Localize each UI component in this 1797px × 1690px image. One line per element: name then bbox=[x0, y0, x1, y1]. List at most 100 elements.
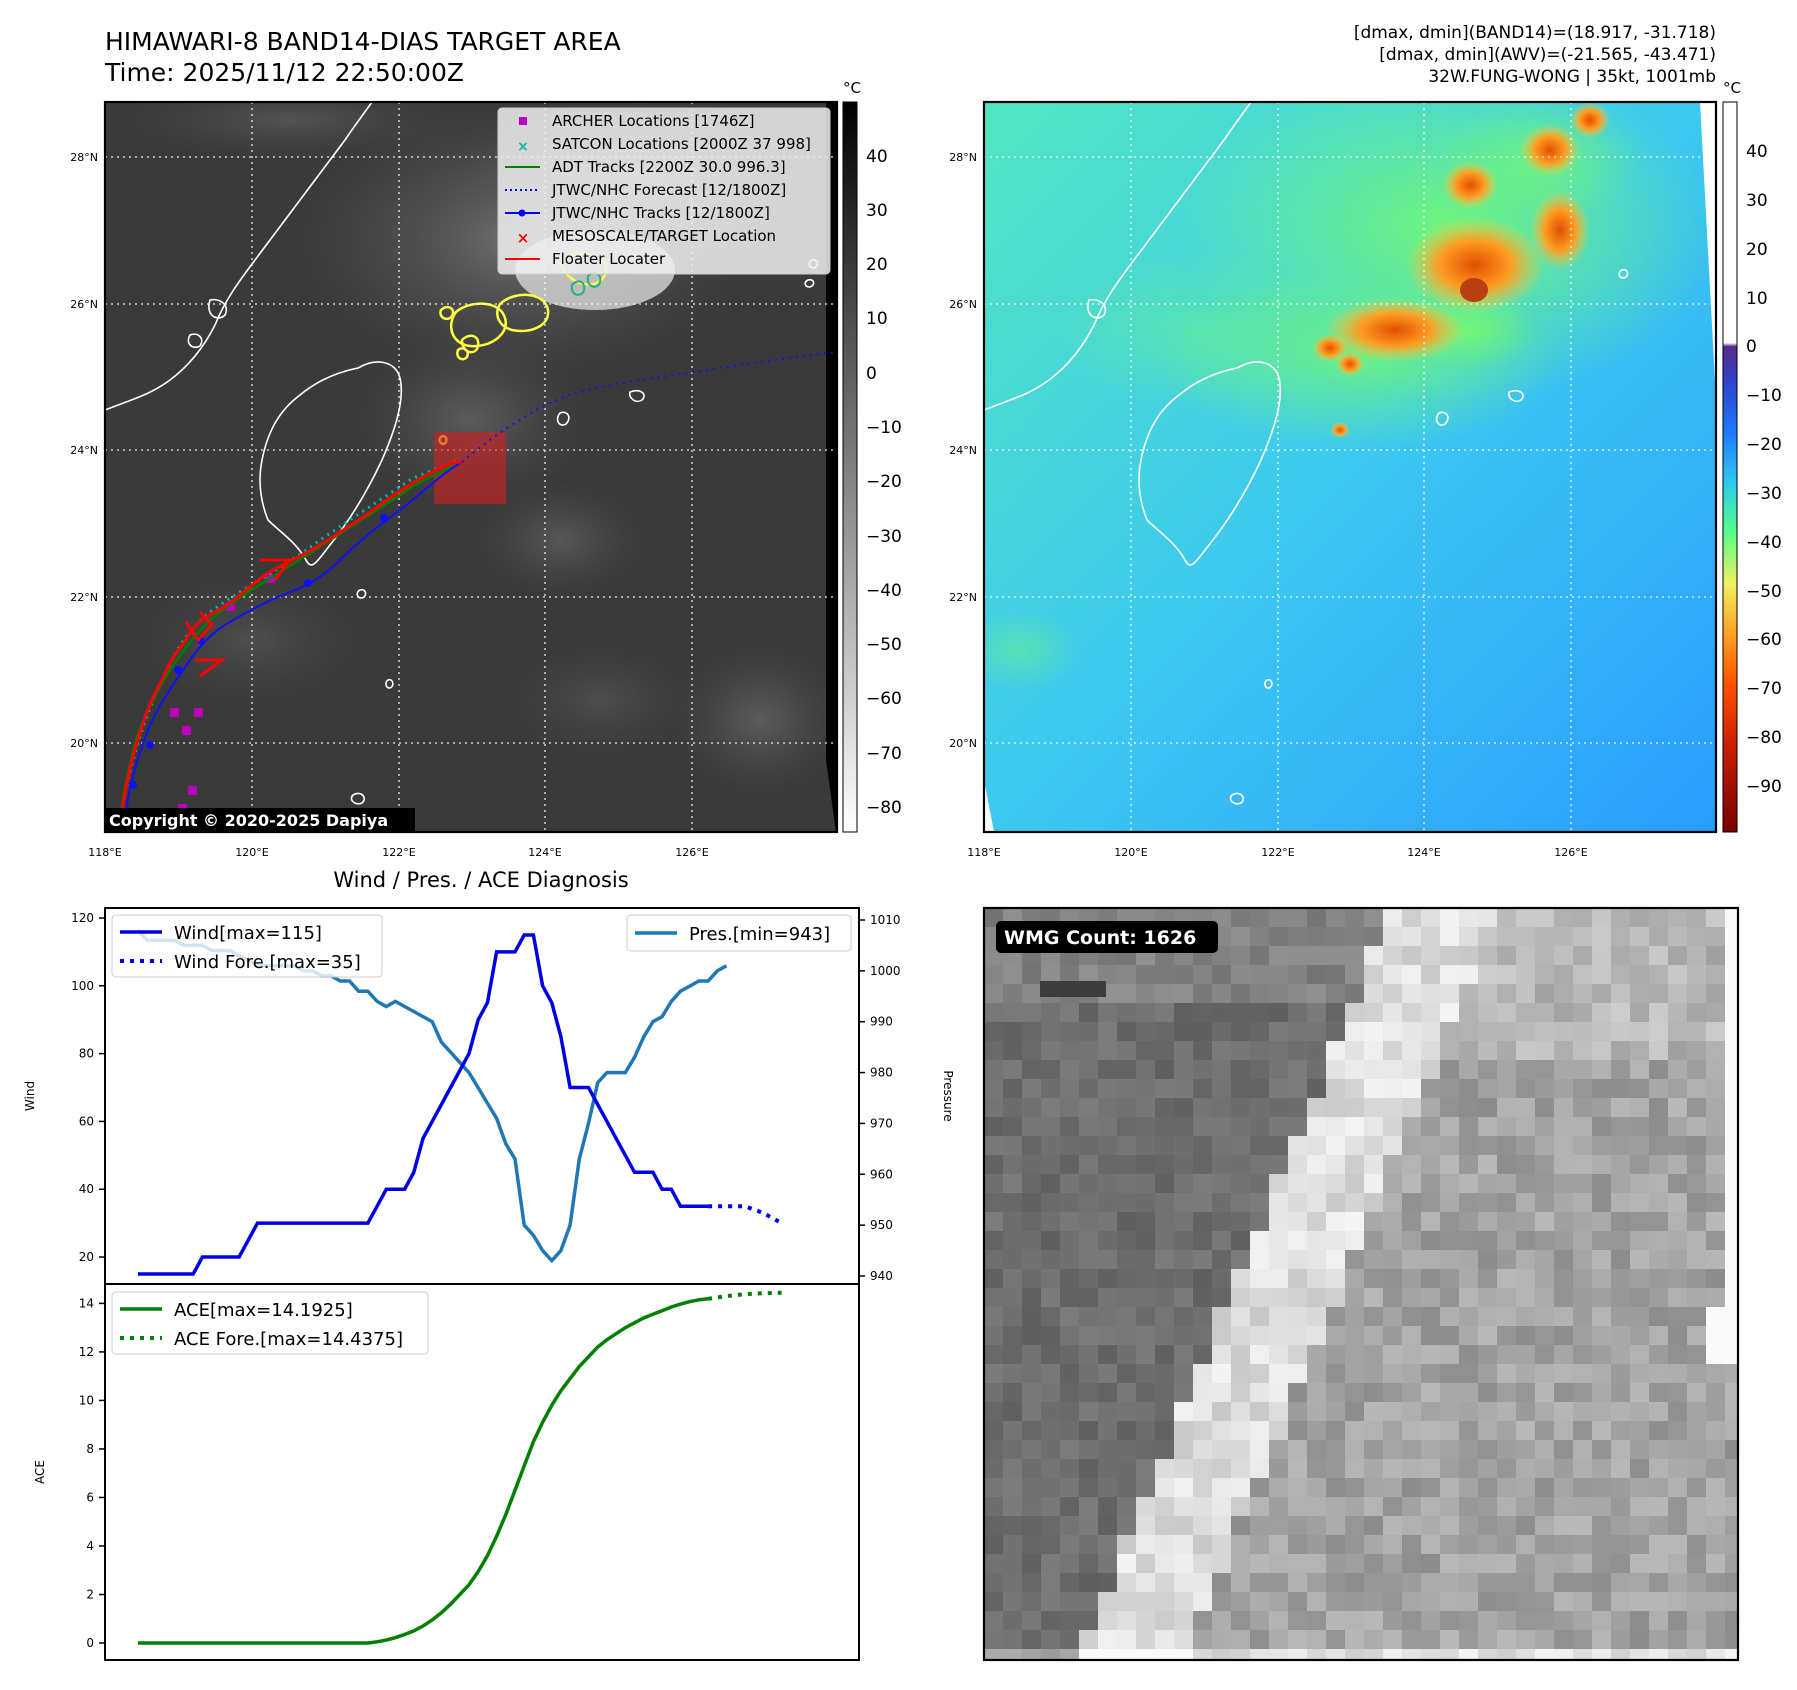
wmg-pixel bbox=[1649, 1079, 1668, 1098]
wmg-pixel bbox=[1649, 1383, 1668, 1402]
ace-tick-6-label: 6 bbox=[86, 1490, 94, 1504]
wmg-pixel bbox=[1231, 1478, 1250, 1497]
wmg-pixel bbox=[1592, 1573, 1611, 1592]
wmg-pixel bbox=[1478, 1193, 1497, 1212]
wmg-pixel bbox=[1288, 1402, 1307, 1421]
wmg-pixel bbox=[1497, 1022, 1516, 1041]
wmg-pixel bbox=[1554, 1022, 1573, 1041]
wmg-pixel bbox=[1060, 1136, 1079, 1155]
wmg-pixel bbox=[1326, 1041, 1345, 1060]
wmg-pixel bbox=[1687, 1193, 1706, 1212]
wmg-pixel bbox=[1611, 1136, 1630, 1155]
wmg-pixel bbox=[1440, 1592, 1459, 1611]
wmg-pixel bbox=[1269, 1459, 1288, 1478]
wmg-pixel bbox=[1364, 1459, 1383, 1478]
wmg-pixel bbox=[1307, 1649, 1326, 1660]
wmg-pixel bbox=[1459, 1079, 1478, 1098]
wmg-pixel bbox=[1155, 1516, 1174, 1535]
wmg-pixel bbox=[1174, 1288, 1193, 1307]
wmg-pixel bbox=[1155, 1250, 1174, 1269]
wmg-pixel bbox=[1136, 1421, 1155, 1440]
wmg-pixel bbox=[1269, 1535, 1288, 1554]
wmg-pixel bbox=[1630, 1402, 1649, 1421]
wind-series-line bbox=[138, 933, 709, 1276]
legend-forecast-label: JTWC/NHC Forecast [12/1800Z] bbox=[551, 181, 786, 199]
wv-lon-118: 118°E bbox=[967, 846, 1000, 859]
wmg-pixel bbox=[1364, 1250, 1383, 1269]
wmg-pixel bbox=[1440, 946, 1459, 965]
wmg-pixel bbox=[1041, 1497, 1060, 1516]
wmg-pixel bbox=[1706, 927, 1725, 946]
wmg-pixel bbox=[1098, 1003, 1117, 1022]
wmg-pixel bbox=[1174, 1041, 1193, 1060]
wmg-pixel bbox=[1592, 1212, 1611, 1231]
figure-time: Time: 2025/11/12 22:50:00Z bbox=[104, 58, 464, 87]
wmg-pixel bbox=[1478, 1630, 1497, 1649]
wmg-pixel bbox=[1155, 1288, 1174, 1307]
wmg-frame bbox=[982, 906, 1740, 1662]
wmg-pixel bbox=[1079, 1592, 1098, 1611]
wmg-pixel bbox=[1345, 1459, 1364, 1478]
wmg-pixel bbox=[1459, 1592, 1478, 1611]
wmg-pixel bbox=[1288, 1231, 1307, 1250]
wmg-pixel bbox=[1573, 1041, 1592, 1060]
wmg-pixel bbox=[1592, 1269, 1611, 1288]
wmg-pixel bbox=[1250, 1326, 1269, 1345]
wmg-pixel bbox=[1706, 1611, 1725, 1630]
wmg-pixel bbox=[1668, 1516, 1687, 1535]
wmg-pixel bbox=[1136, 1364, 1155, 1383]
wmg-pixel bbox=[1231, 1459, 1250, 1478]
wind-forecast-series-line bbox=[708, 1204, 783, 1225]
wmg-pixel bbox=[1383, 1611, 1402, 1630]
wmg-pixel bbox=[1611, 1383, 1630, 1402]
wmg-pixel bbox=[1649, 1402, 1668, 1421]
wmg-pixel bbox=[1174, 1231, 1193, 1250]
wmg-pixel bbox=[1250, 1003, 1269, 1022]
wmg-pixel bbox=[1326, 1098, 1345, 1117]
wmg-pixel bbox=[1193, 965, 1212, 984]
wmg-pixel bbox=[1440, 1041, 1459, 1060]
wmg-pixel bbox=[1421, 1307, 1440, 1326]
wmg-pixel bbox=[984, 1516, 1003, 1535]
wmg-pixel bbox=[1250, 1440, 1269, 1459]
wmg-pixel bbox=[1079, 1421, 1098, 1440]
wmg-pixel bbox=[984, 1307, 1003, 1326]
wmg-pixel bbox=[1098, 1288, 1117, 1307]
wmg-pixel bbox=[1326, 1649, 1345, 1660]
wmg-pixel bbox=[1687, 1516, 1706, 1535]
wmg-pixel bbox=[984, 1630, 1003, 1649]
wmg-pixel bbox=[1345, 1079, 1364, 1098]
wmg-pixel bbox=[1231, 1136, 1250, 1155]
wmg-pixel bbox=[1478, 1174, 1497, 1193]
wmg-pixel bbox=[1592, 1478, 1611, 1497]
wmg-pixel bbox=[1060, 1288, 1079, 1307]
wmg-pixel bbox=[1364, 1497, 1383, 1516]
wmg-pixel bbox=[1573, 1478, 1592, 1497]
wmg-pixel bbox=[1212, 1402, 1231, 1421]
wmg-pixel bbox=[1041, 1231, 1060, 1250]
wmg-pixel bbox=[1535, 1478, 1554, 1497]
wmg-pixel bbox=[1687, 1250, 1706, 1269]
wmg-pixel bbox=[1060, 1459, 1079, 1478]
wmg-pixel bbox=[1497, 965, 1516, 984]
wmg-pixel bbox=[1592, 1630, 1611, 1649]
wmg-pixel bbox=[1573, 1573, 1592, 1592]
wmg-pixel bbox=[1326, 1269, 1345, 1288]
wmg-pixel bbox=[1174, 1155, 1193, 1174]
wmg-pixel bbox=[1516, 1288, 1535, 1307]
wmg-pixel bbox=[1478, 1060, 1497, 1079]
wmg-pixel bbox=[1212, 1022, 1231, 1041]
wmg-pixel bbox=[1307, 1459, 1326, 1478]
wmg-pixel bbox=[1250, 965, 1269, 984]
legend-pressure-label: Pres.[min=943] bbox=[689, 924, 830, 945]
wmg-pixel bbox=[1649, 1041, 1668, 1060]
wmg-pixel bbox=[984, 1231, 1003, 1250]
wmg-pixel bbox=[1079, 1554, 1098, 1573]
wmg-pixel bbox=[1079, 1478, 1098, 1497]
wmg-pixel bbox=[1174, 1022, 1193, 1041]
wmg-pixel bbox=[1079, 1269, 1098, 1288]
wmg-pixel bbox=[1288, 1117, 1307, 1136]
wmg-pixel bbox=[1307, 908, 1326, 927]
wmg-pixel bbox=[1022, 1041, 1041, 1060]
